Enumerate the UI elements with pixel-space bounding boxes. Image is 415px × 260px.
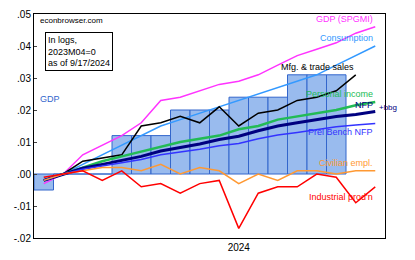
svg-text:Prel Bench NFP: Prel Bench NFP <box>308 127 373 137</box>
svg-text:.05: .05 <box>17 9 31 20</box>
svg-text:.04: .04 <box>17 41 31 52</box>
svg-text:GDP: GDP <box>40 94 60 104</box>
svg-text:econbrowser.com: econbrowser.com <box>40 16 103 25</box>
svg-text:Consumption: Consumption <box>320 33 373 43</box>
svg-text:.03: .03 <box>17 73 31 84</box>
svg-text:Personal income: Personal income <box>306 89 373 99</box>
svg-text:Industrial prod'n: Industrial prod'n <box>309 192 373 202</box>
svg-text:2024: 2024 <box>228 242 251 253</box>
svg-text:Civilian empl.: Civilian empl. <box>319 158 373 168</box>
svg-text:GDP (SPGMI): GDP (SPGMI) <box>316 14 373 24</box>
svg-text:.00: .00 <box>17 169 31 180</box>
svg-text:+bbg: +bbg <box>379 103 397 112</box>
svg-text:-.01: -.01 <box>14 201 32 212</box>
svg-text:Mfg. & trade sales: Mfg. & trade sales <box>281 62 354 72</box>
svg-text:-.02: -.02 <box>14 233 32 244</box>
svg-text:NFP: NFP <box>355 100 373 110</box>
svg-text:.02: .02 <box>17 105 31 116</box>
svg-text:In logs,2023M04=0as of 9/17/20: In logs,2023M04=0as of 9/17/2024 <box>48 35 110 68</box>
svg-text:.01: .01 <box>17 137 31 148</box>
